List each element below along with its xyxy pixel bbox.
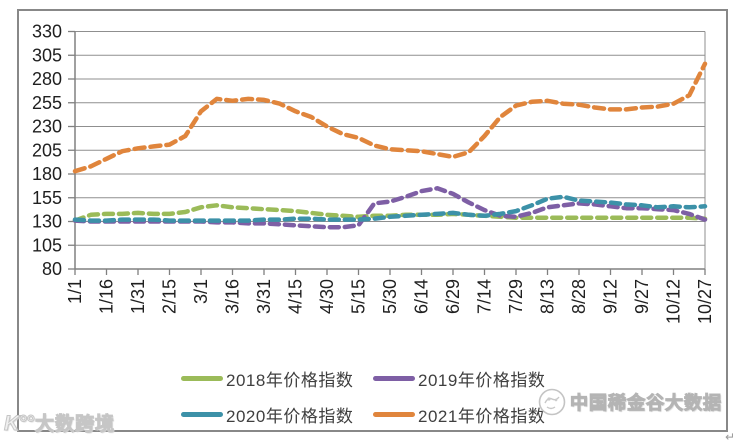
- y-axis-label-330: 330: [32, 22, 62, 42]
- x-axis-label-6/14: 6/14: [412, 279, 432, 314]
- watermark-left-text: 大数跨境: [34, 414, 115, 436]
- y-axis-label-205: 205: [32, 140, 62, 160]
- x-axis-label-7/29: 7/29: [506, 279, 526, 314]
- x-axis-label-1/16: 1/16: [97, 279, 117, 314]
- x-axis-label-4/15: 4/15: [286, 279, 306, 314]
- y-axis-label-280: 280: [32, 69, 62, 89]
- y-axis-label-305: 305: [32, 45, 62, 65]
- x-axis-label-7/14: 7/14: [475, 279, 495, 314]
- x-axis-label-3/1: 3/1: [191, 279, 211, 304]
- x-axis-label-5/15: 5/15: [349, 279, 369, 314]
- watermark-right-text: 中国稀金谷大数据: [570, 393, 722, 414]
- y-axis-label-80: 80: [42, 259, 62, 279]
- x-axis-label-3/31: 3/31: [254, 279, 274, 314]
- x-axis-label-4/30: 4/30: [317, 279, 337, 314]
- x-axis-label-8/13: 8/13: [538, 279, 558, 314]
- x-axis-label-9/27: 9/27: [632, 279, 652, 314]
- x-axis-label-10/27: 10/27: [695, 279, 715, 324]
- y-axis-label-230: 230: [32, 117, 62, 137]
- x-axis-label-1/1: 1/1: [65, 279, 85, 304]
- watermark-left: K°° 大数跨境: [4, 409, 115, 436]
- watermark-left-logo: K°°: [4, 412, 35, 436]
- y-axis-label-155: 155: [32, 188, 62, 208]
- x-axis-label-3/16: 3/16: [223, 279, 243, 314]
- watermark-right: 中国稀金谷大数据: [538, 388, 722, 416]
- x-axis-label-6/29: 6/29: [443, 279, 463, 314]
- x-axis-label-10/12: 10/12: [664, 279, 684, 324]
- seal-logo-icon: [538, 388, 566, 416]
- x-axis-label-1/31: 1/31: [128, 279, 148, 314]
- series-line-2021年价格指数: [72, 61, 708, 174]
- y-axis-label-255: 255: [32, 93, 62, 113]
- x-axis-label-8/28: 8/28: [569, 279, 589, 314]
- series-line-2020年价格指数: [72, 194, 708, 223]
- x-axis-label-5/30: 5/30: [380, 279, 400, 314]
- y-axis-label-180: 180: [32, 164, 62, 184]
- corner-return-mark: ↵: [725, 430, 736, 444]
- y-axis-label-105: 105: [32, 235, 62, 255]
- x-axis-label-9/12: 9/12: [601, 279, 621, 314]
- y-axis-label-130: 130: [32, 212, 62, 232]
- x-axis-label-2/15: 2/15: [160, 279, 180, 314]
